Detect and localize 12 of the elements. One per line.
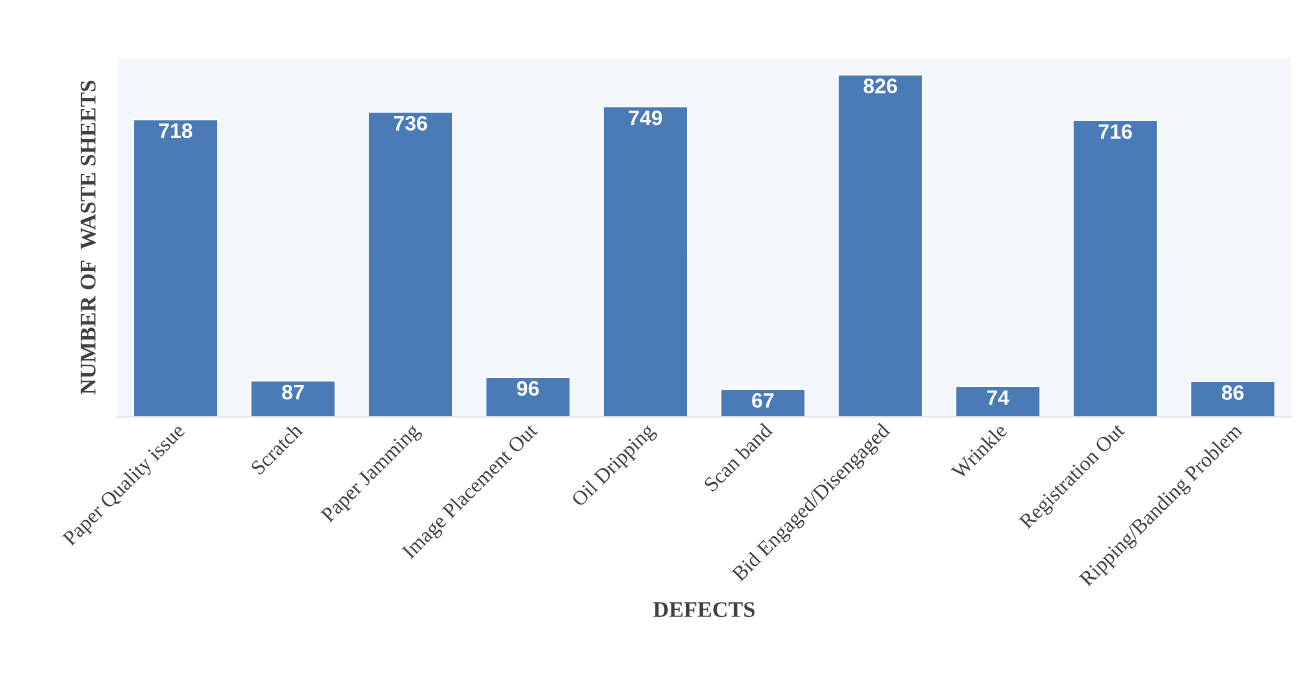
data-label: 67 [752, 393, 774, 408]
data-label: 96 [517, 381, 539, 396]
data-label: 736 [394, 115, 428, 131]
y-axis-title: NUMBER OF WASTE SHEETS [80, 80, 96, 395]
data-label: 826 [863, 78, 897, 94]
data-label: 749 [628, 110, 663, 126]
data-label: 716 [1098, 124, 1132, 139]
data-label: 86 [1221, 385, 1244, 400]
x-axis-title: DEFECTS [653, 602, 755, 618]
data-label: 74 [987, 390, 1010, 405]
data-label: 87 [282, 384, 304, 400]
data-label: 718 [159, 123, 193, 139]
